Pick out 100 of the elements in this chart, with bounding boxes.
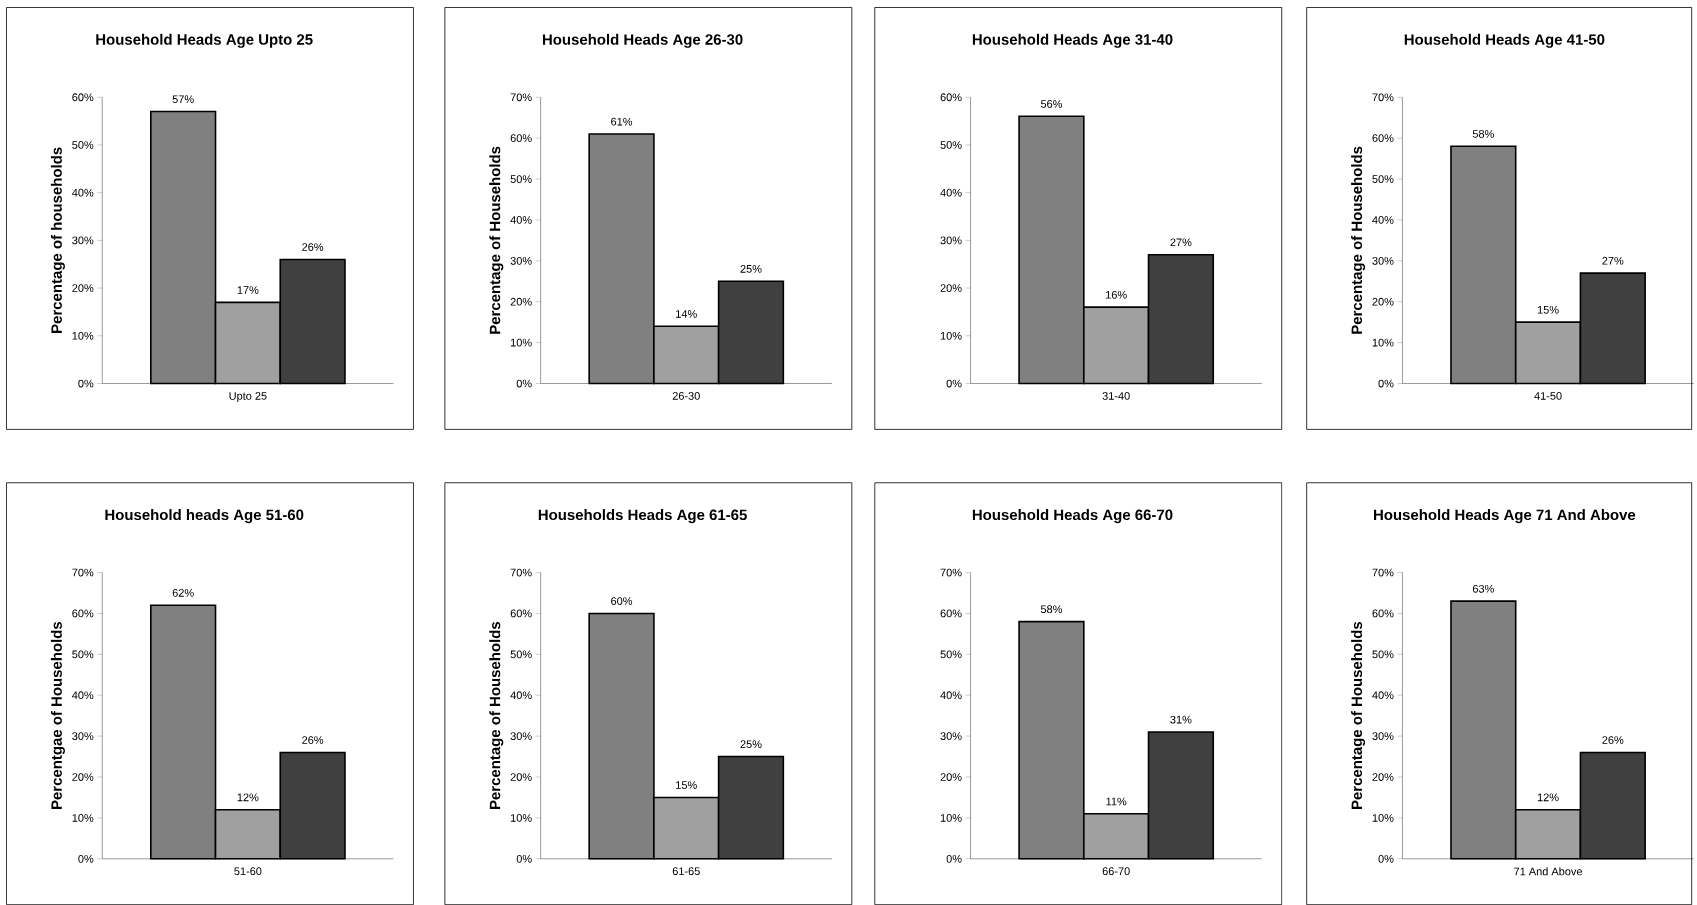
y-tick-label: 20% bbox=[510, 297, 532, 306]
y-tick-label: 0% bbox=[516, 854, 532, 863]
chart-title: Household heads Age 51-60 bbox=[105, 509, 304, 524]
data-label: 17% bbox=[237, 286, 259, 294]
data-label: 31% bbox=[1170, 715, 1192, 724]
y-tick-label: 30% bbox=[940, 236, 962, 245]
chart-title: Household Heads Age 41-50 bbox=[1404, 33, 1605, 48]
x-tick-label: 41-50 bbox=[1534, 392, 1562, 400]
data-label: 61% bbox=[611, 117, 633, 126]
y-tick-label: 70% bbox=[940, 568, 962, 577]
data-label: 11% bbox=[1106, 797, 1127, 806]
y-tick-label: 60% bbox=[510, 609, 532, 618]
y-tick-label: 0% bbox=[1378, 854, 1394, 863]
x-tick-label: 51-60 bbox=[234, 867, 262, 876]
y-tick-label: 50% bbox=[510, 650, 532, 659]
y-tick-label: 40% bbox=[940, 188, 962, 197]
y-tick-label: 30% bbox=[72, 236, 94, 245]
chart-title: Households Heads Age 61-65 bbox=[538, 509, 747, 524]
y-tick-label: 40% bbox=[72, 691, 94, 700]
y-tick-label: 30% bbox=[510, 732, 532, 740]
y-tick-label: 40% bbox=[940, 691, 962, 700]
x-tick-label: 71 And Above bbox=[1514, 867, 1583, 876]
y-axis-title: Percentage of Households bbox=[1351, 621, 1366, 809]
data-label: 63% bbox=[1472, 584, 1494, 593]
y-tick-label: 60% bbox=[72, 609, 94, 618]
y-tick-label: 0% bbox=[1378, 379, 1394, 388]
data-label: 26% bbox=[302, 736, 324, 744]
y-tick-label: 0% bbox=[78, 379, 94, 388]
y-tick-label: 60% bbox=[1372, 609, 1394, 618]
y-tick-label: 30% bbox=[1372, 256, 1394, 265]
data-label: 12% bbox=[1537, 793, 1559, 802]
y-tick-label: 0% bbox=[946, 854, 962, 863]
y-tick-label: 70% bbox=[1372, 568, 1394, 577]
y-tick-label: 10% bbox=[1372, 814, 1394, 822]
x-tick-label: Upto 25 bbox=[229, 392, 267, 402]
y-tick-label: 50% bbox=[940, 650, 962, 659]
data-label: 15% bbox=[1537, 305, 1559, 314]
x-tick-label: 61-65 bbox=[672, 867, 700, 876]
y-tick-label: 70% bbox=[72, 568, 94, 577]
y-tick-label: 10% bbox=[940, 331, 962, 340]
y-tick-label: 20% bbox=[72, 773, 94, 781]
y-tick-label: 60% bbox=[1372, 134, 1394, 142]
data-label: 25% bbox=[740, 740, 762, 749]
data-label: 16% bbox=[1106, 290, 1127, 299]
y-axis-title: Percentage of Households bbox=[489, 621, 504, 809]
y-tick-label: 40% bbox=[72, 188, 94, 197]
y-tick-label: 10% bbox=[940, 814, 962, 822]
y-tick-label: 10% bbox=[72, 331, 94, 340]
chart-title: Household Heads Age 71 And Above bbox=[1374, 509, 1636, 524]
y-tick-label: 20% bbox=[1372, 773, 1394, 781]
data-label: 56% bbox=[1040, 100, 1063, 108]
chart-title: Household Heads Age 26-30 bbox=[542, 33, 743, 48]
y-tick-label: 10% bbox=[72, 814, 94, 822]
chart-title: Household Heads Age 31-40 bbox=[972, 33, 1173, 48]
y-tick-label: 30% bbox=[72, 732, 94, 740]
y-tick-label: 40% bbox=[510, 216, 532, 224]
y-axis-title: Percentage of households bbox=[50, 147, 65, 333]
y-tick-label: 30% bbox=[1372, 732, 1394, 740]
data-label: 60% bbox=[611, 597, 633, 605]
y-tick-label: 50% bbox=[940, 141, 962, 149]
data-label: 15% bbox=[676, 781, 697, 789]
chart-title: Household Heads Age 66-70 bbox=[972, 509, 1173, 524]
data-label: 14% bbox=[676, 310, 697, 318]
y-tick-label: 20% bbox=[72, 284, 94, 292]
y-tick-label: 10% bbox=[510, 338, 532, 347]
y-tick-label: 50% bbox=[72, 141, 94, 149]
y-tick-label: 20% bbox=[1372, 297, 1394, 306]
y-tick-label: 0% bbox=[78, 854, 94, 863]
data-label: 62% bbox=[172, 588, 194, 597]
y-tick-label: 70% bbox=[1372, 93, 1394, 102]
data-label: 26% bbox=[302, 243, 324, 251]
x-tick-label: 66-70 bbox=[1102, 867, 1130, 876]
data-label: 57% bbox=[172, 95, 194, 104]
y-tick-label: 60% bbox=[940, 609, 962, 618]
y-tick-label: 50% bbox=[1372, 650, 1394, 659]
data-label: 27% bbox=[1170, 238, 1192, 247]
data-label: 25% bbox=[740, 264, 762, 273]
data-label: 12% bbox=[237, 793, 259, 802]
data-label: 58% bbox=[1040, 605, 1063, 614]
y-tick-label: 40% bbox=[1372, 216, 1394, 224]
data-label: 27% bbox=[1602, 256, 1624, 265]
y-axis-title: Percentgae of Households bbox=[50, 621, 65, 809]
chart-title: Household Heads Age Upto 25 bbox=[96, 33, 313, 48]
y-axis-title: Percentage of Households bbox=[1351, 146, 1366, 334]
y-tick-label: 20% bbox=[940, 773, 962, 781]
y-tick-label: 10% bbox=[510, 814, 532, 822]
y-tick-label: 20% bbox=[510, 773, 532, 781]
x-tick-label: 26-30 bbox=[672, 392, 700, 400]
y-tick-label: 0% bbox=[516, 379, 532, 388]
data-label: 26% bbox=[1602, 736, 1624, 744]
x-tick-label: 31-40 bbox=[1102, 392, 1130, 400]
y-tick-label: 40% bbox=[510, 691, 532, 700]
y-tick-label: 70% bbox=[510, 568, 532, 577]
y-tick-label: 30% bbox=[510, 256, 532, 265]
y-tick-label: 40% bbox=[1372, 691, 1394, 700]
y-tick-label: 10% bbox=[1372, 338, 1394, 347]
y-tick-label: 50% bbox=[1372, 175, 1394, 183]
y-tick-label: 50% bbox=[72, 650, 94, 659]
y-tick-label: 70% bbox=[510, 93, 532, 102]
data-label: 58% bbox=[1472, 130, 1494, 138]
